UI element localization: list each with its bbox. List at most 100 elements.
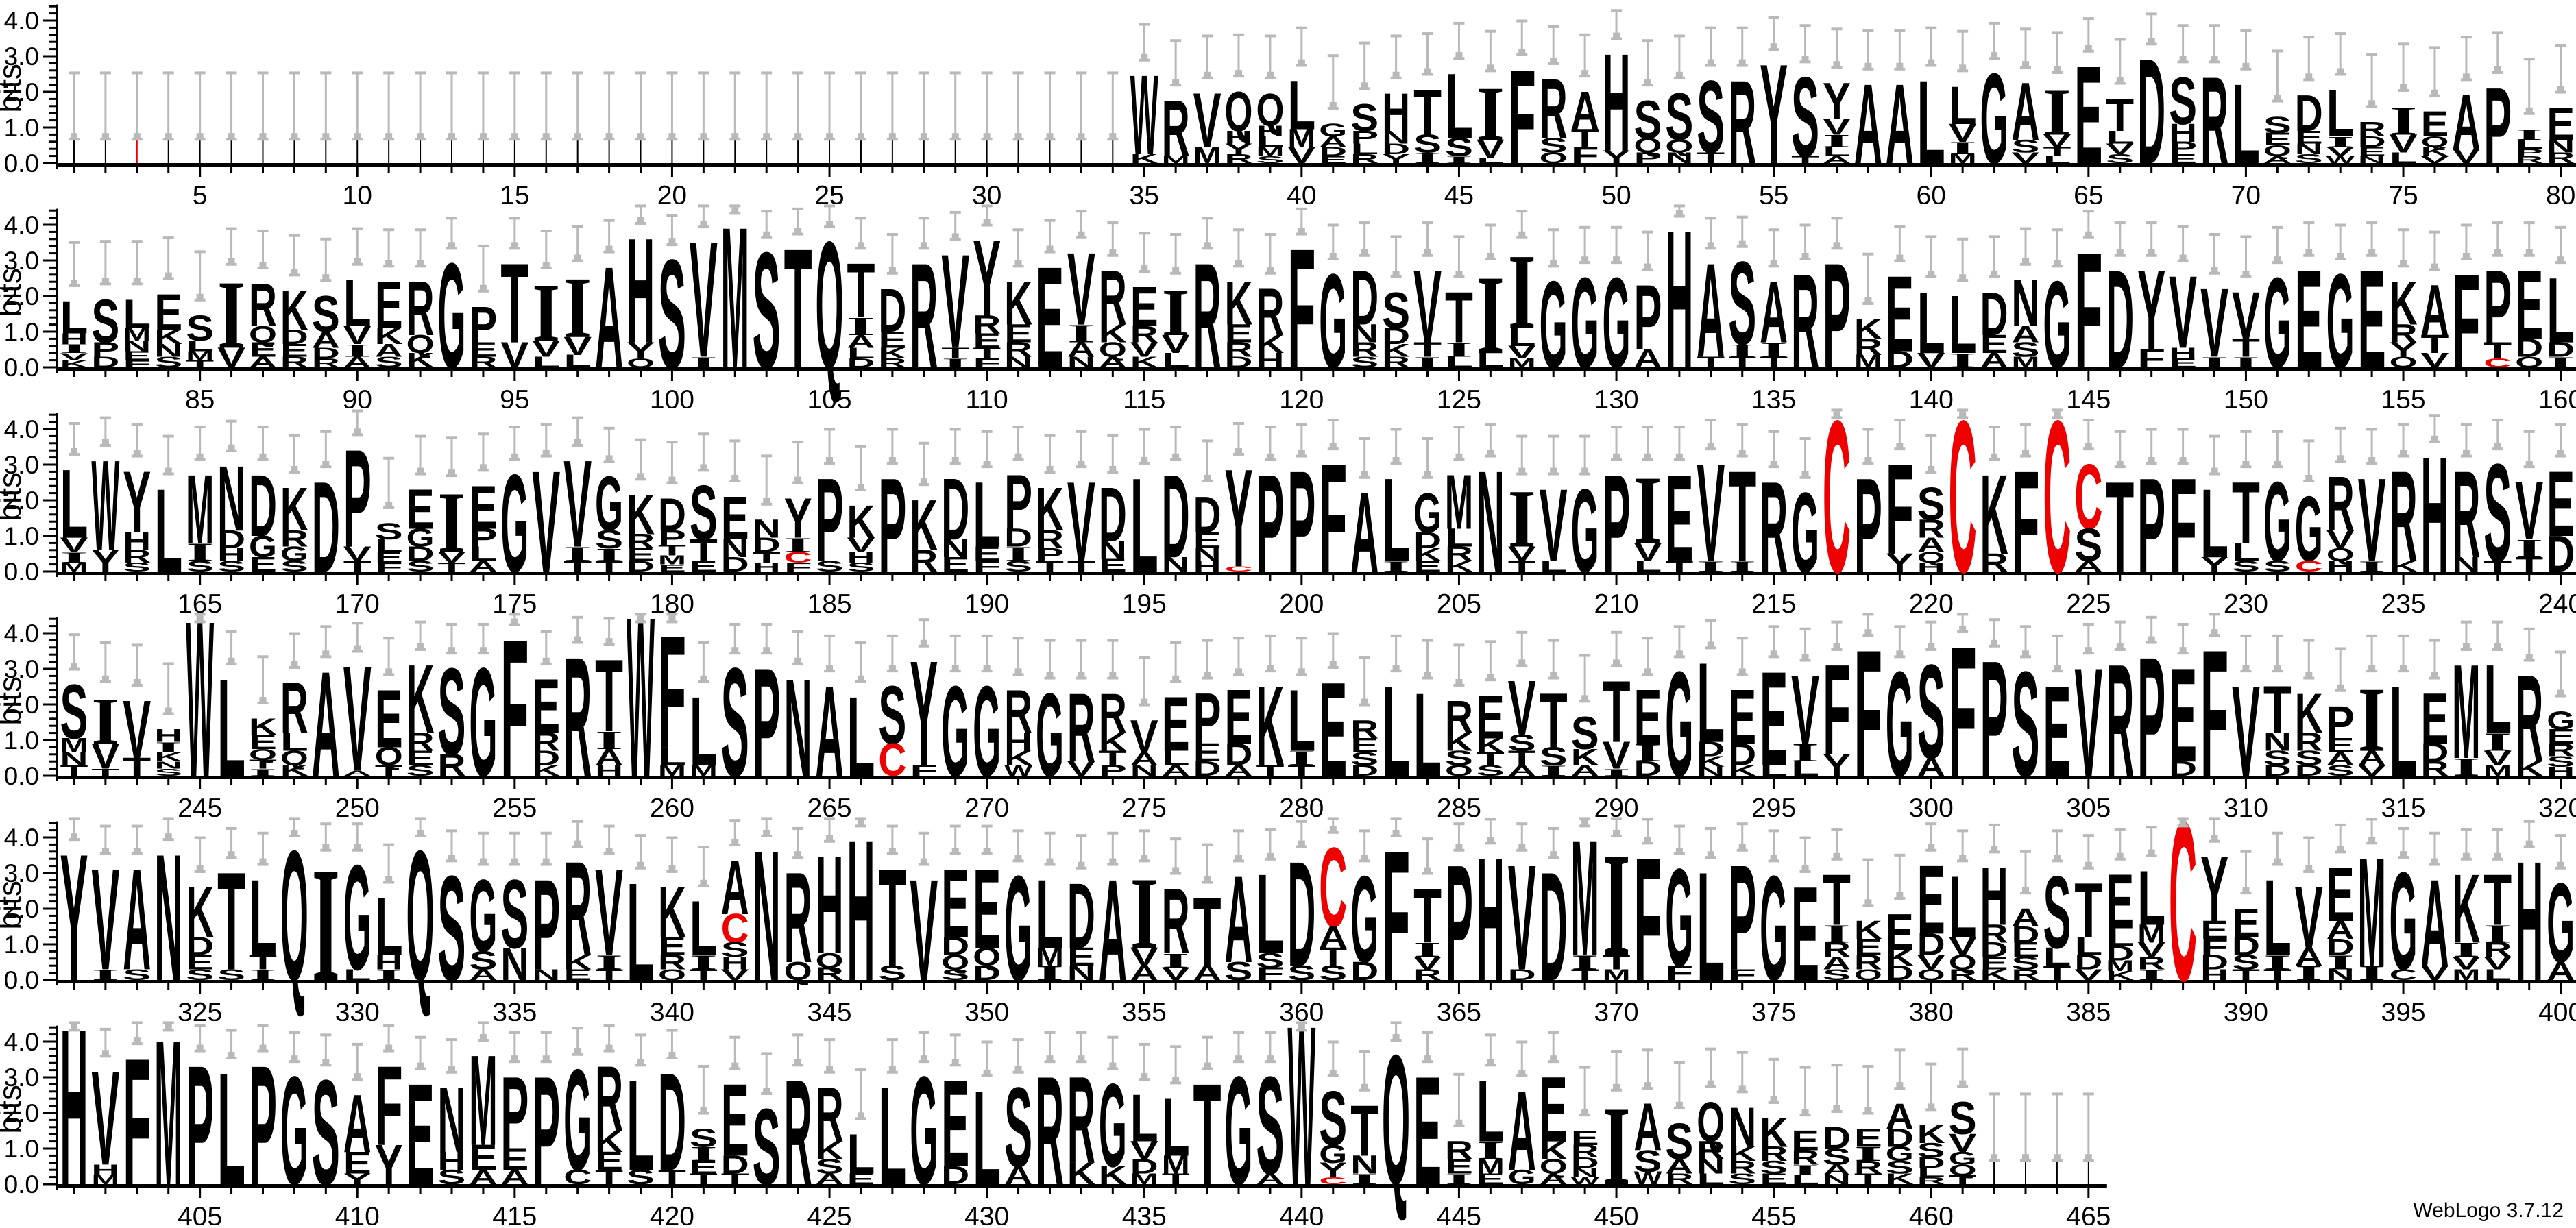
svg-text:Q: Q: [1634, 134, 1662, 157]
svg-text:N: N: [1571, 1166, 1599, 1180]
svg-text:V: V: [2452, 145, 2480, 168]
svg-text:3.0: 3.0: [4, 247, 39, 275]
svg-text:340: 340: [650, 998, 694, 1021]
svg-text:E: E: [2547, 452, 2575, 556]
svg-text:Y: Y: [1823, 72, 1851, 130]
svg-text:S: S: [91, 287, 119, 356]
svg-text:L: L: [1477, 156, 1505, 165]
svg-text:E: E: [1413, 558, 1442, 575]
svg-text:V: V: [1823, 114, 1851, 140]
svg-text:T: T: [847, 247, 875, 334]
svg-text:Q: Q: [1854, 966, 1882, 983]
svg-text:D: D: [217, 526, 245, 554]
svg-text:N: N: [784, 650, 812, 805]
svg-text:I: I: [2232, 354, 2260, 371]
svg-text:D: D: [2200, 950, 2228, 974]
svg-text:Y: Y: [60, 817, 88, 1019]
svg-text:N: N: [60, 749, 88, 769]
svg-text:P: P: [753, 637, 781, 809]
svg-text:D: D: [1350, 254, 1378, 341]
svg-text:P: P: [2515, 147, 2543, 158]
svg-text:T: T: [878, 839, 906, 995]
svg-text:S: S: [1760, 1157, 1788, 1177]
svg-text:E: E: [500, 1142, 528, 1177]
svg-text:A: A: [312, 327, 340, 353]
svg-text:G: G: [280, 1045, 308, 1218]
svg-text:F: F: [1319, 432, 1347, 605]
svg-text:I: I: [2358, 558, 2386, 575]
svg-text:S: S: [1917, 478, 1945, 530]
svg-text:H: H: [1477, 822, 1505, 1018]
svg-text:E: E: [1854, 934, 1882, 960]
svg-text:A: A: [343, 1078, 372, 1170]
svg-text:V: V: [123, 684, 151, 776]
svg-text:E: E: [2169, 151, 2197, 166]
svg-text:V: V: [910, 850, 938, 1011]
svg-text:0.0: 0.0: [4, 1170, 39, 1199]
svg-text:P: P: [1099, 762, 1127, 779]
svg-text:300: 300: [1909, 794, 1954, 817]
svg-text:R: R: [1193, 232, 1222, 400]
svg-text:R: R: [1949, 966, 1977, 983]
svg-text:I: I: [1540, 762, 1568, 779]
svg-text:P: P: [532, 1045, 560, 1218]
svg-text:A: A: [2452, 78, 2480, 165]
svg-text:A: A: [1319, 920, 1347, 955]
svg-text:K: K: [1477, 734, 1505, 757]
svg-text:V: V: [2358, 762, 2386, 779]
svg-text:S: S: [753, 219, 781, 403]
svg-text:T: T: [941, 345, 969, 362]
svg-text:4.0: 4.0: [4, 824, 39, 852]
svg-text:M: M: [658, 553, 686, 567]
svg-text:T: T: [1571, 966, 1599, 983]
svg-text:S: S: [186, 966, 214, 983]
svg-text:V: V: [60, 533, 88, 556]
svg-text:R: R: [1225, 338, 1253, 361]
svg-text:K: K: [1445, 558, 1473, 575]
svg-text:P: P: [500, 1055, 528, 1171]
svg-text:A: A: [1130, 961, 1158, 985]
svg-text:D: D: [2421, 739, 2449, 768]
svg-text:N: N: [217, 447, 245, 550]
svg-text:S: S: [2263, 746, 2292, 770]
svg-text:Y: Y: [1382, 151, 1410, 166]
svg-text:V: V: [2074, 637, 2102, 809]
svg-text:Q: Q: [2515, 354, 2543, 371]
svg-text:185: 185: [807, 589, 852, 613]
svg-text:L: L: [1823, 145, 1851, 159]
svg-text:L: L: [847, 1122, 875, 1186]
svg-text:S: S: [878, 670, 906, 761]
svg-text:I: I: [690, 354, 718, 371]
svg-text:C: C: [721, 905, 749, 951]
svg-text:V: V: [1791, 656, 1819, 765]
svg-text:R: R: [532, 728, 560, 757]
svg-text:K: K: [878, 345, 906, 362]
svg-text:H: H: [2421, 423, 2449, 607]
svg-text:L: L: [1287, 672, 1315, 770]
svg-text:V: V: [563, 434, 592, 573]
svg-text:G: G: [973, 659, 1001, 803]
svg-text:S: S: [878, 961, 906, 985]
svg-text:P: P: [2483, 66, 2512, 187]
svg-text:I: I: [2326, 950, 2355, 973]
svg-text:L: L: [1130, 1081, 1158, 1156]
svg-text:E: E: [1319, 154, 1347, 166]
svg-text:L: L: [1917, 1166, 1945, 1180]
svg-text:V: V: [1508, 835, 1536, 1002]
svg-text:T: T: [2043, 961, 2071, 985]
svg-text:L: L: [1697, 1170, 1725, 1188]
svg-text:I: I: [2043, 75, 2071, 149]
svg-text:280: 280: [1279, 794, 1324, 817]
svg-text:F: F: [2169, 450, 2197, 600]
svg-text:Y: Y: [2200, 553, 2228, 576]
svg-text:E: E: [658, 563, 686, 574]
svg-text:A: A: [1256, 1170, 1285, 1188]
svg-text:Y: Y: [2137, 247, 2165, 374]
svg-text:A: A: [1571, 762, 1599, 779]
svg-text:95: 95: [500, 385, 529, 408]
svg-text:M: M: [2137, 920, 2165, 948]
svg-text:110: 110: [966, 385, 1008, 408]
svg-text:T: T: [2106, 90, 2134, 141]
svg-text:Q: Q: [1225, 80, 1253, 143]
svg-text:A: A: [1099, 354, 1127, 371]
